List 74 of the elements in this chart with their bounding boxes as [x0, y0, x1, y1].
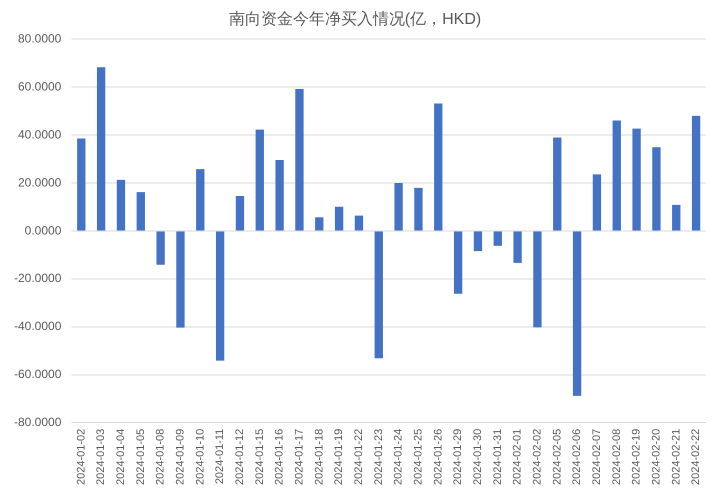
x-tick-label: 2024-02-20 [650, 428, 662, 486]
bar [652, 147, 661, 230]
x-tick-label: 2024-01-18 [313, 428, 326, 486]
bar [216, 231, 224, 361]
bar [116, 180, 126, 230]
x-tick-label: 2024-01-31 [492, 428, 504, 486]
x-tick-label: 2024-01-29 [452, 428, 464, 486]
x-tick-label: 2024-01-25 [412, 428, 424, 486]
x-tick-label: 2024-01-12 [234, 428, 246, 486]
bar [77, 138, 86, 230]
y-tick-label: -40.0000 [14, 319, 62, 334]
bar [553, 137, 562, 230]
bar [96, 67, 106, 230]
bar [572, 231, 582, 396]
bar [236, 196, 244, 230]
x-tick-label: 2024-02-01 [512, 428, 524, 486]
bar [612, 120, 621, 230]
x-tick-label: 2024-01-30 [472, 428, 484, 486]
bar [533, 231, 542, 328]
x-tick-label: 2024-02-07 [590, 428, 603, 486]
y-tick-label: 60.0000 [18, 79, 62, 94]
x-tick-label: 2024-01-24 [392, 428, 405, 486]
bar [414, 188, 423, 230]
x-tick-label: 2024-01-05 [134, 428, 147, 486]
bar [334, 206, 344, 230]
bar [632, 128, 641, 230]
y-tick-label: 80.0000 [18, 32, 62, 46]
x-tick-label: 2024-01-09 [174, 428, 186, 486]
bar [513, 231, 522, 263]
y-tick-label: -80.0000 [14, 415, 62, 430]
bar [374, 231, 383, 358]
x-tick-label: 2024-02-02 [531, 428, 544, 486]
bar [256, 130, 264, 230]
x-tick-label: 2024-01-11 [214, 428, 226, 484]
bar [434, 103, 442, 230]
x-tick-label: 2024-02-22 [690, 428, 702, 486]
bar [474, 231, 482, 252]
x-tick-label: 2024-02-08 [610, 428, 623, 486]
bar [394, 183, 403, 230]
x-tick-label: 2024-01-15 [254, 428, 266, 486]
bar [295, 89, 304, 230]
y-tick-label: -60.0000 [14, 367, 62, 382]
y-tick-label: 0.0000 [24, 223, 62, 238]
bar [156, 231, 165, 265]
bar [592, 174, 602, 230]
x-tick-label: 2024-02-21 [670, 428, 682, 486]
bar [315, 217, 324, 230]
chart-title: 南向资金今年净买入情况(亿，HKD) [228, 10, 482, 28]
x-tick-label: 2024-01-16 [274, 428, 286, 486]
bar [275, 160, 284, 230]
bar [136, 192, 145, 230]
x-tick-label: 2024-02-19 [630, 428, 643, 486]
x-tick-label: 2024-01-03 [95, 428, 108, 486]
bar [494, 231, 502, 246]
x-tick-label: 2024-01-02 [75, 428, 88, 486]
x-tick-label: 2024-02-05 [551, 428, 564, 486]
x-tick-label: 2024-01-08 [154, 428, 167, 486]
bar [692, 116, 700, 230]
y-tick-label: 40.0000 [18, 127, 62, 142]
x-tick-label: 2024-01-22 [352, 428, 365, 486]
bar [176, 231, 185, 328]
y-tick-label: -20.0000 [14, 271, 62, 286]
x-tick-label: 2024-01-26 [432, 428, 444, 486]
x-tick-label: 2024-01-10 [194, 428, 206, 486]
bar [672, 204, 680, 230]
bar [454, 231, 462, 294]
y-tick-label: 20.0000 [18, 175, 62, 190]
x-tick-label: 2024-01-23 [372, 428, 385, 486]
bar [354, 216, 364, 230]
bar [196, 169, 204, 230]
x-tick-label: 2024-01-19 [333, 428, 346, 486]
x-tick-label: 2024-02-06 [571, 428, 584, 486]
x-tick-label: 2024-01-17 [293, 428, 306, 486]
x-tick-label: 2024-01-04 [114, 428, 127, 486]
